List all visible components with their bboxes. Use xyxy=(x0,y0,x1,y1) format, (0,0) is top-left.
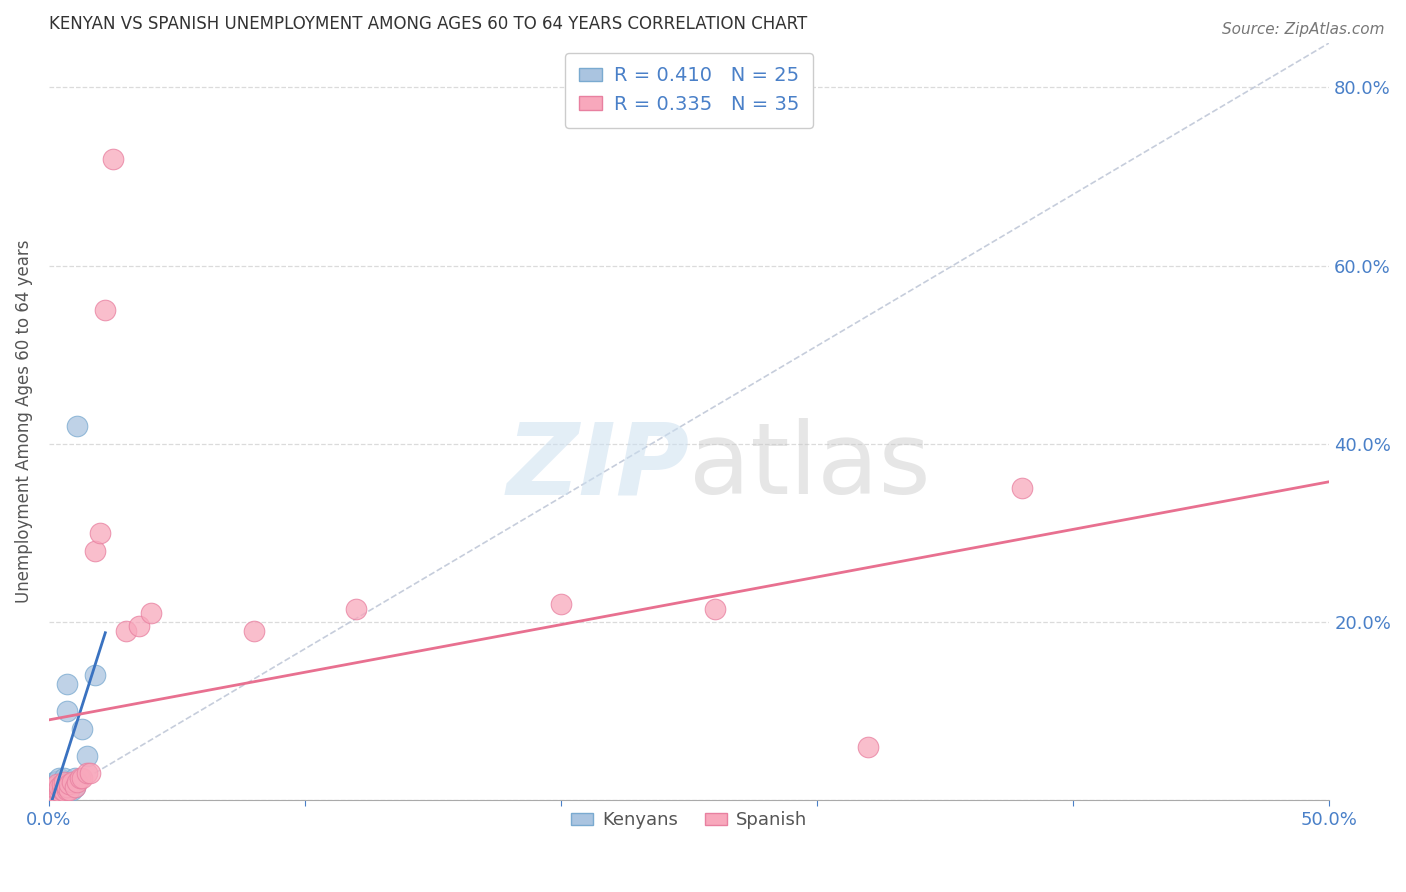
Y-axis label: Unemployment Among Ages 60 to 64 years: Unemployment Among Ages 60 to 64 years xyxy=(15,240,32,603)
Point xyxy=(60,775,83,789)
Point xyxy=(51,784,73,798)
Point xyxy=(114,624,136,638)
Point xyxy=(63,780,86,794)
Legend: Kenyans, Spanish: Kenyans, Spanish xyxy=(564,805,814,837)
Point xyxy=(45,780,67,794)
Point xyxy=(72,722,94,736)
Point xyxy=(66,775,89,789)
Point xyxy=(60,782,83,797)
Point xyxy=(56,704,79,718)
Text: Source: ZipAtlas.com: Source: ZipAtlas.com xyxy=(1222,22,1385,37)
Point xyxy=(51,775,73,789)
Point xyxy=(66,419,89,434)
Point xyxy=(56,677,79,691)
Point xyxy=(1011,482,1033,496)
Point xyxy=(53,771,76,785)
Point xyxy=(42,780,65,794)
Point xyxy=(58,775,80,789)
Point xyxy=(42,775,65,789)
Point xyxy=(858,739,880,754)
Point xyxy=(41,782,63,797)
Point xyxy=(243,624,266,638)
Point xyxy=(45,782,67,797)
Text: atlas: atlas xyxy=(689,418,931,516)
Point xyxy=(53,782,76,797)
Point xyxy=(45,784,67,798)
Point xyxy=(76,766,98,780)
Point xyxy=(128,619,150,633)
Point xyxy=(63,780,86,794)
Point xyxy=(53,784,76,798)
Point xyxy=(56,782,79,797)
Point xyxy=(141,606,163,620)
Point xyxy=(48,771,70,785)
Point xyxy=(58,777,80,791)
Point xyxy=(53,775,76,789)
Point xyxy=(101,152,124,166)
Point xyxy=(72,771,94,785)
Point xyxy=(48,777,70,791)
Point xyxy=(69,771,91,785)
Point xyxy=(53,777,76,791)
Point xyxy=(58,782,80,797)
Point xyxy=(89,525,111,540)
Point xyxy=(344,601,367,615)
Point xyxy=(51,782,73,797)
Point xyxy=(48,780,70,794)
Point xyxy=(41,780,63,794)
Point xyxy=(48,782,70,797)
Point xyxy=(84,668,107,682)
Text: KENYAN VS SPANISH UNEMPLOYMENT AMONG AGES 60 TO 64 YEARS CORRELATION CHART: KENYAN VS SPANISH UNEMPLOYMENT AMONG AGE… xyxy=(49,15,807,33)
Point xyxy=(79,766,101,780)
Point xyxy=(703,601,725,615)
Point xyxy=(42,784,65,798)
Point xyxy=(550,597,572,611)
Point xyxy=(45,777,67,791)
Text: ZIP: ZIP xyxy=(506,418,689,516)
Point xyxy=(45,773,67,788)
Point xyxy=(51,780,73,794)
Point xyxy=(84,543,107,558)
Point xyxy=(56,780,79,794)
Point xyxy=(63,771,86,785)
Point xyxy=(42,782,65,797)
Point xyxy=(76,748,98,763)
Point xyxy=(51,777,73,791)
Point xyxy=(94,303,117,318)
Point xyxy=(48,784,70,798)
